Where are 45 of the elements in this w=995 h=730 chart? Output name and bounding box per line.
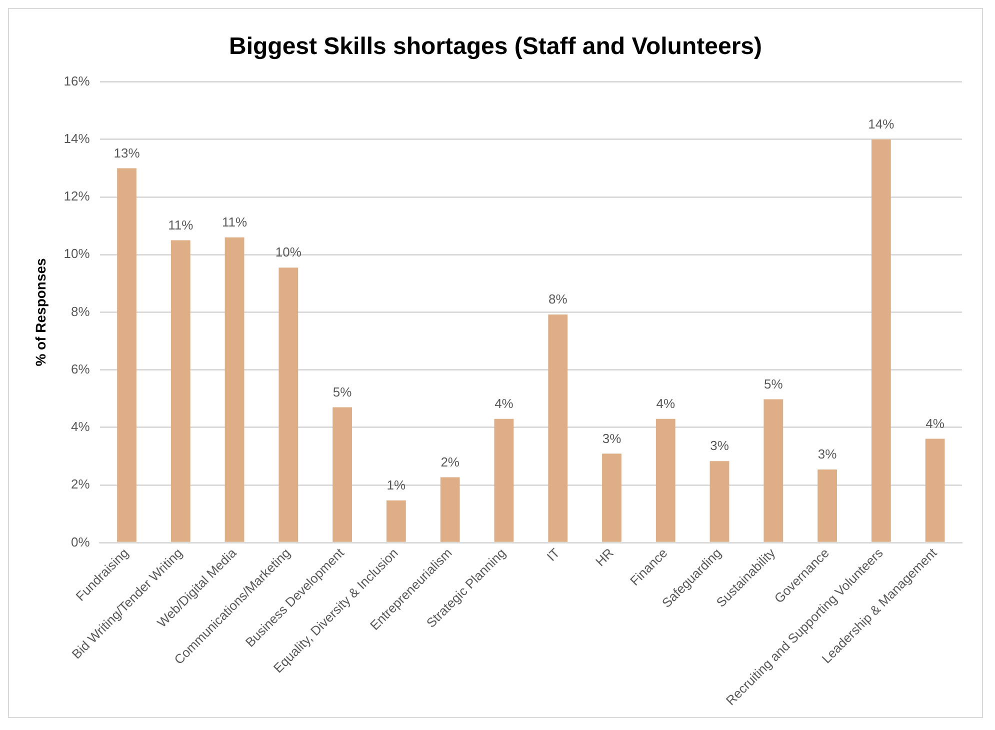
- bar: [278, 268, 298, 542]
- bar: [764, 399, 784, 542]
- y-tick-label: 0%: [71, 534, 90, 550]
- data-label: 4%: [926, 416, 945, 431]
- data-label: 3%: [710, 438, 730, 454]
- bar: [332, 407, 352, 542]
- data-label: 4%: [656, 396, 676, 411]
- data-label: 8%: [548, 292, 568, 307]
- data-label: 14%: [868, 116, 895, 132]
- data-label: 11%: [222, 214, 248, 230]
- data-label: 13%: [114, 145, 140, 160]
- y-tick-label: 8%: [71, 304, 90, 319]
- bar: [602, 454, 622, 542]
- data-label: 2%: [440, 454, 460, 470]
- bar: [818, 470, 837, 542]
- bar: [224, 237, 244, 542]
- bar: [871, 139, 891, 542]
- data-label: 11%: [168, 217, 194, 232]
- bar: [656, 418, 676, 542]
- data-label: 3%: [602, 430, 622, 446]
- y-tick-label: 10%: [64, 246, 90, 262]
- bar: [440, 477, 460, 542]
- x-tick-label: IT: [544, 545, 563, 564]
- data-label: 5%: [764, 376, 784, 392]
- chart-title: Biggest Skills shortages (Staff and Volunteers): [229, 33, 762, 60]
- bar: [925, 438, 945, 542]
- y-tick-label: 6%: [71, 361, 90, 376]
- y-tick-label: 12%: [64, 188, 90, 204]
- data-label: 10%: [275, 244, 302, 260]
- y-tick-label: 16%: [64, 73, 90, 88]
- x-tick-label: HR: [592, 545, 616, 570]
- data-label: 1%: [386, 477, 406, 492]
- data-label: 4%: [494, 396, 514, 411]
- bar: [548, 314, 568, 542]
- y-tick-label: 14%: [64, 130, 90, 146]
- data-label: 5%: [332, 384, 352, 400]
- bar: [710, 461, 730, 542]
- bar: [170, 240, 190, 542]
- bar: [494, 418, 514, 542]
- y-tick-label: 2%: [71, 476, 90, 492]
- y-axis-title: % of Responses: [32, 258, 48, 366]
- data-label: 3%: [818, 446, 838, 462]
- bar: [386, 500, 406, 542]
- y-tick-label: 4%: [71, 419, 90, 434]
- bar: [117, 168, 136, 542]
